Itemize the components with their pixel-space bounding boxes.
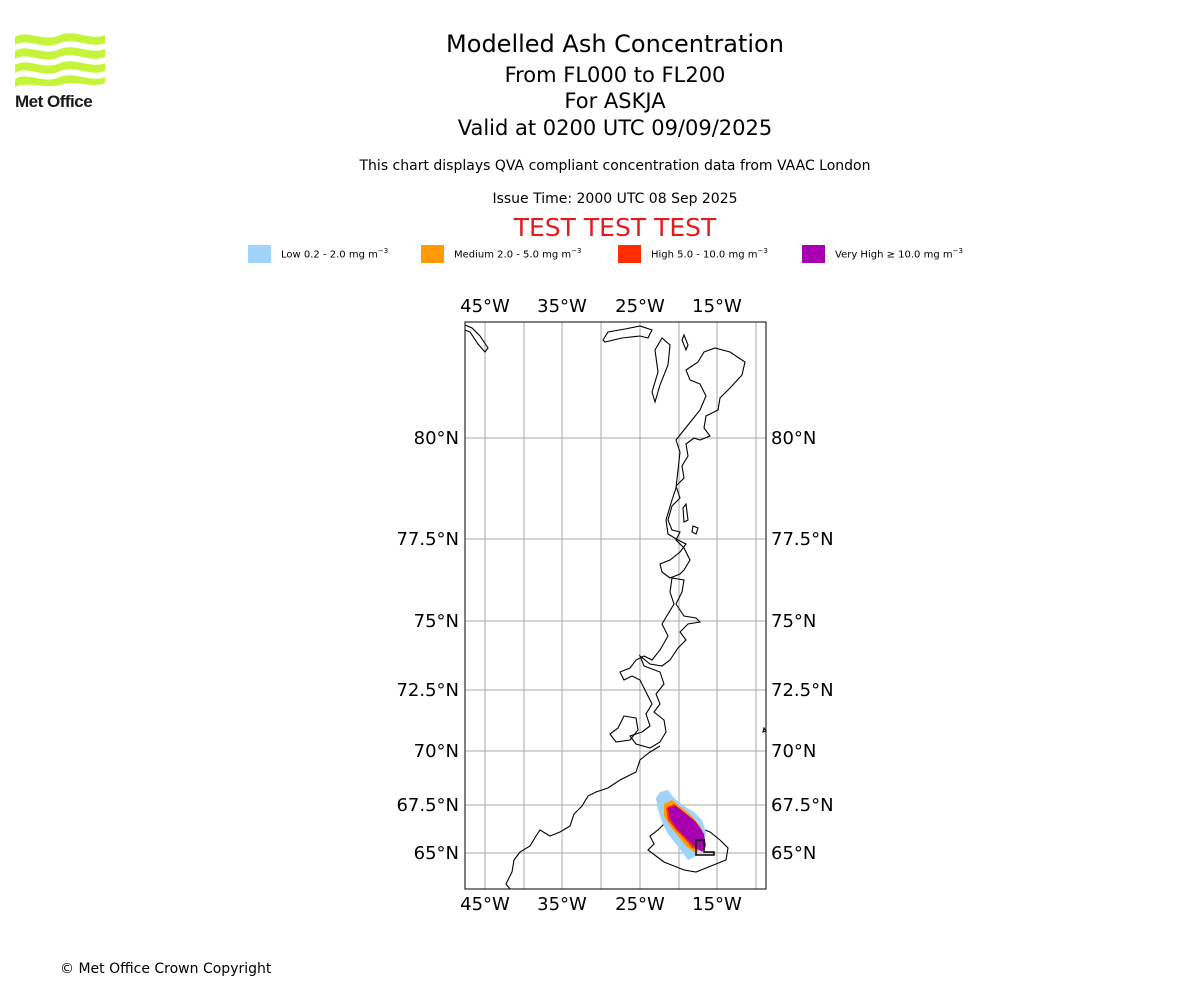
- lon-tick-top-15w: 15°W: [692, 296, 742, 317]
- issue-time: Issue Time: 2000 UTC 08 Sep 2025: [492, 191, 738, 207]
- volcano-name: For ASKJA: [564, 89, 666, 113]
- legend-label-low: Low 0.2 - 2.0 mg m−3: [281, 247, 389, 261]
- lat-tick-right-77-5n: 77.5°N: [771, 529, 834, 550]
- volcano-source-marker: [695, 839, 715, 856]
- copyright-notice: © Met Office Crown Copyright: [60, 961, 272, 977]
- lon-ticks-top: 45°W 35°W 25°W 15°W: [460, 296, 742, 317]
- legend-swatch-very-high: [802, 245, 825, 263]
- lat-ticks-right: 80°N 77.5°N 75°N 72.5°N 70°N 67.5°N 65°N: [771, 428, 834, 864]
- met-office-logo: Met Office: [13, 29, 108, 114]
- map-frame: [464, 321, 767, 890]
- legend-label-medium: Medium 2.0 - 5.0 mg m−3: [454, 247, 582, 261]
- lat-tick-left-80n: 80°N: [414, 428, 459, 449]
- level-range: From FL000 to FL200: [504, 63, 726, 87]
- coast-island-2: [691, 525, 699, 535]
- legend-item-medium: Medium 2.0 - 5.0 mg m−3: [421, 244, 581, 264]
- coast-north-3: [681, 333, 689, 352]
- legend-label-very-high: Very High ≥ 10.0 mg m−3: [835, 247, 963, 261]
- legend-swatch-low: [248, 245, 271, 263]
- coast-northwest: [464, 324, 489, 353]
- lat-tick-right-70n: 70°N: [771, 741, 816, 762]
- test-banner: TEST TEST TEST: [513, 213, 717, 242]
- map-grid: [465, 322, 766, 889]
- lon-tick-bottom-25w: 25°W: [615, 894, 665, 915]
- lat-tick-left-65n: 65°N: [414, 843, 459, 864]
- lat-tick-left-70n: 70°N: [414, 741, 459, 762]
- lat-tick-right-72-5n: 72.5°N: [771, 680, 834, 701]
- lon-tick-top-45w: 45°W: [460, 296, 510, 317]
- coast-northeast: [659, 347, 746, 579]
- chart-description: This chart displays QVA compliant concen…: [359, 158, 871, 174]
- coast-jan-mayen: [762, 726, 767, 733]
- met-office-wave-icon: [15, 33, 105, 87]
- lat-tick-left-67-5n: 67.5°N: [396, 795, 459, 816]
- coast-island-1: [682, 502, 689, 523]
- legend-label-high: High 5.0 - 10.0 mg m−3: [651, 247, 768, 261]
- lon-ticks-bottom: 45°W 35°W 25°W 15°W: [460, 894, 742, 915]
- lat-tick-right-67-5n: 67.5°N: [771, 795, 834, 816]
- legend-item-low: Low 0.2 - 2.0 mg m−3: [248, 244, 388, 264]
- coast-north-1: [602, 325, 653, 343]
- lat-tick-right-75n: 75°N: [771, 611, 816, 632]
- lat-tick-left-75n: 75°N: [414, 611, 459, 632]
- coastline: [464, 324, 767, 890]
- lat-tick-right-80n: 80°N: [771, 428, 816, 449]
- valid-time: Valid at 0200 UTC 09/09/2025: [457, 116, 773, 140]
- coast-scoresby: [609, 715, 639, 743]
- legend-item-very-high: Very High ≥ 10.0 mg m−3: [802, 244, 963, 264]
- legend-swatch-high: [618, 245, 641, 263]
- lat-tick-right-65n: 65°N: [771, 843, 816, 864]
- lat-tick-left-72-5n: 72.5°N: [396, 680, 459, 701]
- chart-title: Modelled Ash Concentration: [446, 30, 784, 58]
- legend-item-high: High 5.0 - 10.0 mg m−3: [618, 244, 768, 264]
- lon-tick-bottom-35w: 35°W: [537, 894, 587, 915]
- lon-tick-top-25w: 25°W: [615, 296, 665, 317]
- ash-plume: [656, 790, 715, 860]
- lon-tick-bottom-45w: 45°W: [460, 894, 510, 915]
- logo-text: Met Office: [15, 92, 93, 111]
- legend-swatch-medium: [421, 245, 444, 263]
- lat-ticks-left: 80°N 77.5°N 75°N 72.5°N 70°N 67.5°N 65°N: [396, 428, 459, 864]
- coast-southeast-greenland: [505, 745, 661, 890]
- lon-tick-bottom-15w: 15°W: [692, 894, 742, 915]
- lat-tick-left-77-5n: 77.5°N: [396, 529, 459, 550]
- coast-north-2: [651, 337, 671, 404]
- lon-tick-top-35w: 35°W: [537, 296, 587, 317]
- coast-east-greenland: [619, 577, 702, 749]
